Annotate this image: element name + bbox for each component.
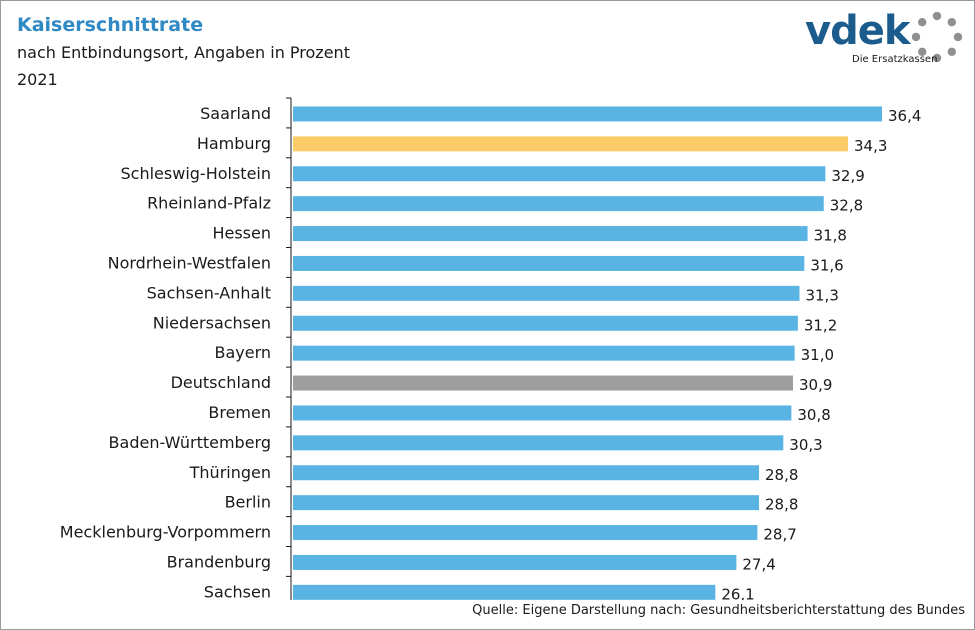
bar	[293, 106, 882, 122]
value-label: 34,3	[854, 137, 887, 155]
bar	[293, 166, 826, 182]
value-label: 27,4	[742, 555, 775, 573]
value-label: 36,4	[888, 107, 921, 125]
category-label: Baden-Württemberg	[109, 433, 271, 452]
category-label: Hessen	[212, 224, 271, 243]
value-label: 28,8	[765, 496, 798, 514]
category-label: Hamburg	[197, 134, 271, 153]
category-label: Niedersachsen	[153, 313, 271, 332]
category-label: Nordrhein-Westfalen	[108, 253, 271, 272]
value-label: 31,8	[814, 227, 847, 245]
category-label: Saarland	[200, 104, 271, 123]
bar	[293, 435, 784, 451]
category-label: Sachsen	[204, 582, 271, 600]
bar	[293, 525, 758, 541]
chart-year: 2021	[17, 70, 58, 89]
bar	[293, 375, 794, 391]
bar	[293, 226, 808, 242]
bar	[293, 554, 737, 570]
value-label: 30,8	[797, 406, 830, 424]
category-label: Bayern	[214, 343, 271, 362]
logo-word: vdek	[805, 8, 910, 54]
vdek-logo: vdek Die Ersatzkassen	[800, 8, 970, 74]
category-label: Brandenburg	[167, 552, 271, 571]
chart-title: Kaiserschnittrate	[17, 14, 204, 36]
value-label: 28,7	[763, 526, 796, 544]
bar	[293, 584, 716, 600]
category-label: Berlin	[225, 493, 271, 512]
category-label: Deutschland	[171, 373, 271, 392]
bar	[293, 196, 824, 212]
category-label: Bremen	[208, 403, 271, 422]
logo-tagline: Die Ersatzkassen	[852, 54, 938, 65]
category-label: Schleswig-Holstein	[121, 164, 271, 183]
value-label: 30,3	[789, 436, 822, 454]
category-label: Rheinland-Pfalz	[147, 194, 271, 213]
category-label: Sachsen-Anhalt	[147, 283, 271, 302]
bar	[293, 315, 798, 331]
value-label: 31,0	[801, 346, 834, 364]
value-label: 31,2	[804, 316, 837, 334]
bar	[293, 495, 760, 511]
bar	[293, 255, 805, 271]
bar-chart: Saarland 36,4 Hamburg 34,3 Schleswig-Holstei…	[60, 97, 921, 600]
category-label: Thüringen	[189, 463, 271, 482]
value-label: 32,9	[831, 167, 864, 185]
value-label: 28,8	[765, 466, 798, 484]
value-label: 32,8	[830, 197, 863, 215]
source-note: Quelle: Eigene Darstellung nach: Gesundh…	[472, 603, 965, 618]
value-label: 31,3	[805, 286, 838, 304]
value-label: 30,9	[799, 376, 832, 394]
bar	[293, 285, 800, 301]
bar	[293, 465, 760, 481]
chart-subtitle: nach Entbindungsort, Angaben in Prozent	[17, 43, 350, 62]
bar	[293, 405, 792, 421]
bar	[293, 345, 795, 361]
category-label: Mecklenburg-Vorpommern	[60, 523, 271, 542]
dotted-ring-logo-icon	[912, 12, 962, 62]
value-label: 26,1	[721, 585, 754, 600]
value-label: 31,6	[810, 256, 843, 274]
bar	[293, 136, 849, 152]
